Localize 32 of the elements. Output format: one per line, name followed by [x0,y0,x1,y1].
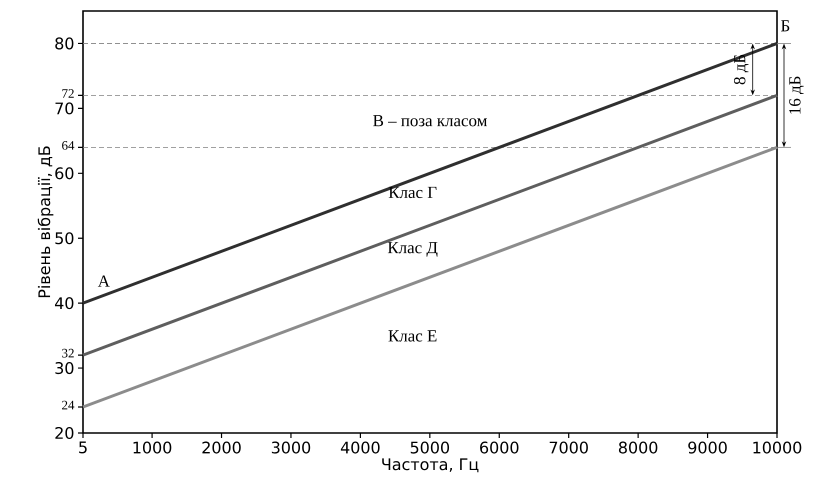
x-tick-label: 7000 [550,442,588,454]
y-tick-label: 80 [55,37,74,50]
y-axis-title: Рівень вібрації, дБ [38,146,54,298]
x-tick-label: 4000 [340,442,380,454]
x-tick-label: 3000 [272,442,310,454]
y-tick-label: 72 [62,89,74,98]
annotation: 8 дБ [734,54,749,84]
x-tick-label: 6000 [480,442,518,454]
annotation: А [98,275,110,287]
annotation: Клас Е [388,330,436,342]
y-tick-label: 32 [62,348,74,358]
text: 16 дБ [789,76,804,114]
annotation: Клас Д [388,242,438,257]
y-tick-label: 70 [56,102,74,114]
annotation: В – поза класом [373,115,488,126]
y-tick-label: 64 [62,141,74,150]
y-tick-label: 40 [54,297,74,310]
y-tick-label: 30 [55,362,74,374]
y-tick-label: 24 [62,400,74,410]
x-tick-label: 8000 [618,442,658,454]
x-tick-label: 5 [79,442,87,454]
annotation: Клас Г [388,186,437,198]
x-tick-label: 1000 [134,442,172,454]
y-tick-label: 20 [55,426,74,440]
x-tick-label: 10000 [753,442,802,454]
text: Б [781,20,790,32]
x-tick-label: 9000 [688,442,727,454]
y-tick-label: 50 [55,232,74,244]
x-axis-title: Частота, Гц [382,458,478,472]
x-tick-label: 5000 [410,442,450,454]
y-tick-label: 60 [55,167,74,180]
x-tick-label: 2000 [202,442,241,454]
